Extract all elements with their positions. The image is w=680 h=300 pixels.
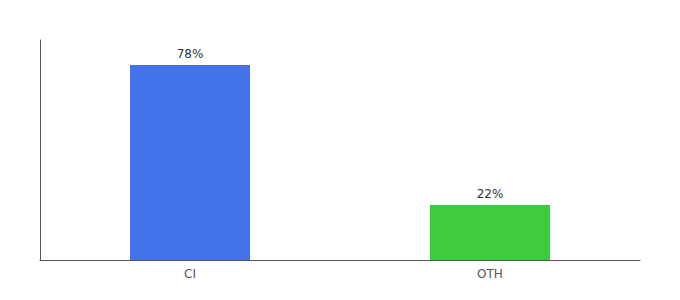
svg-text:78%: 78% xyxy=(177,47,204,61)
svg-text:22%: 22% xyxy=(477,187,504,201)
svg-text:CI: CI xyxy=(184,267,196,281)
svg-text:OTH: OTH xyxy=(477,267,503,281)
